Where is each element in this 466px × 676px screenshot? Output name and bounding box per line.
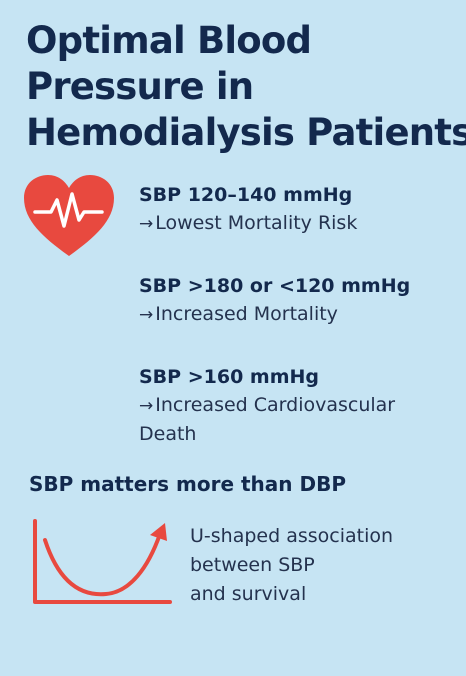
finding-extreme-range: SBP >180 or <120 mmHg → Increased Mortali… xyxy=(139,272,459,329)
finding-result: → Increased Cardiovascular Death xyxy=(139,391,439,448)
caption-line-3: and survival xyxy=(190,583,307,605)
finding-high-range: SBP >160 mmHg → Increased Cardiovascular … xyxy=(139,363,439,448)
finding-result-text: Lowest Mortality Risk xyxy=(155,212,358,234)
finding-heading: SBP 120–140 mmHg xyxy=(139,184,353,206)
heart-shape xyxy=(24,175,114,256)
page-title: Optimal Blood Pressure in Hemodialysis P… xyxy=(26,18,466,156)
u-shape-caption: U-shaped association between SBP and sur… xyxy=(190,522,450,609)
finding-heading: SBP >160 mmHg xyxy=(139,366,319,388)
arrow-icon: → xyxy=(139,396,154,416)
caption-line-2: between SBP xyxy=(190,554,315,576)
arrow-icon: → xyxy=(139,214,154,234)
finding-result-text: Increased Cardiovascular Death xyxy=(139,394,396,445)
finding-result-text: Increased Mortality xyxy=(155,303,338,325)
u-shaped-curve-icon xyxy=(33,519,172,604)
title-line-2: Pressure in xyxy=(26,65,254,108)
finding-optimal-range: SBP 120–140 mmHg → Lowest Mortality Risk xyxy=(139,181,459,238)
curve-arrowhead xyxy=(150,523,167,541)
pulse-line xyxy=(33,192,104,228)
title-line-3: Hemodialysis Patients xyxy=(26,111,466,154)
caption-line-1: U-shaped association xyxy=(190,525,394,547)
emphasis-statement: SBP matters more than DBP xyxy=(29,472,346,496)
finding-result: → Increased Mortality xyxy=(139,300,459,329)
arrow-icon: → xyxy=(139,305,154,325)
heart-with-pulse-icon xyxy=(24,175,114,256)
finding-result: → Lowest Mortality Risk xyxy=(139,209,459,238)
title-line-1: Optimal Blood xyxy=(26,19,312,62)
finding-heading: SBP >180 or <120 mmHg xyxy=(139,275,411,297)
u-curve xyxy=(43,532,162,597)
chart-axes xyxy=(33,519,172,604)
